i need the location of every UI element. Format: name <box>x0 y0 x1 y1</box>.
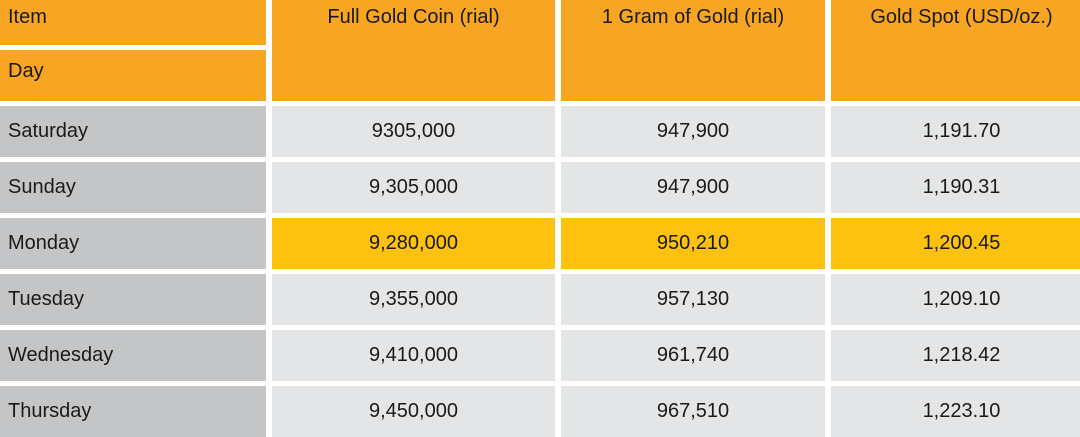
value-cell: 1,190.31 <box>831 162 1080 213</box>
header-day-label: Day <box>0 50 266 101</box>
value-cell: 947,900 <box>561 162 825 213</box>
day-cell: Wednesday <box>0 330 266 381</box>
value-cell: 1,200.45 <box>831 218 1080 269</box>
day-cell: Tuesday <box>0 274 266 325</box>
day-cell: Monday <box>0 218 266 269</box>
column-header-gold-spot: Gold Spot (USD/oz.) <box>831 0 1080 101</box>
value-cell: 947,900 <box>561 106 825 157</box>
value-cell: 957,130 <box>561 274 825 325</box>
day-cell: Thursday <box>0 386 266 437</box>
value-cell: 961,740 <box>561 330 825 381</box>
column-header-gram-of-gold: 1 Gram of Gold (rial) <box>561 0 825 101</box>
value-cell: 9,355,000 <box>272 274 555 325</box>
day-cell: Sunday <box>0 162 266 213</box>
value-cell: 950,210 <box>561 218 825 269</box>
value-cell: 9,450,000 <box>272 386 555 437</box>
value-cell: 9305,000 <box>272 106 555 157</box>
value-cell: 1,223.10 <box>831 386 1080 437</box>
value-cell: 1,209.10 <box>831 274 1080 325</box>
value-cell: 9,280,000 <box>272 218 555 269</box>
value-cell: 967,510 <box>561 386 825 437</box>
value-cell: 1,218.42 <box>831 330 1080 381</box>
header-item-label: Item <box>0 0 266 45</box>
column-header-full-gold-coin: Full Gold Coin (rial) <box>272 0 555 101</box>
day-cell: Saturday <box>0 106 266 157</box>
value-cell: 9,305,000 <box>272 162 555 213</box>
value-cell: 1,191.70 <box>831 106 1080 157</box>
value-cell: 9,410,000 <box>272 330 555 381</box>
